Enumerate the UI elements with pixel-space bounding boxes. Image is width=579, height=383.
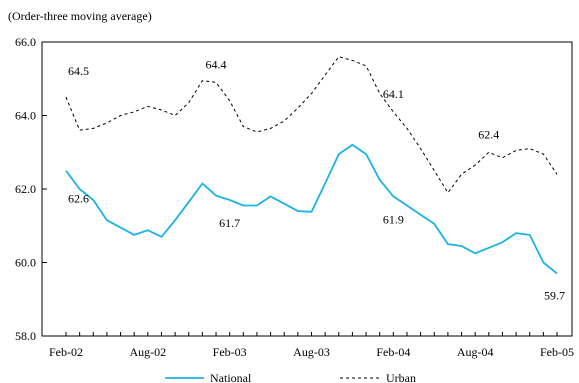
x-tick-label: Aug-03 <box>293 345 330 359</box>
y-axis: 58.0 60.0 62.0 64.0 66.0 <box>15 35 47 343</box>
annotation-layer: 64.5 64.4 64.1 62.4 62.6 61.7 61.9 59.7 <box>68 57 565 302</box>
x-tick-label: Aug-02 <box>129 345 166 359</box>
data-label: 61.7 <box>219 216 240 230</box>
plot-area-frame <box>41 41 573 337</box>
data-label: 62.6 <box>68 192 89 206</box>
legend-label-urban: Urban <box>386 371 416 383</box>
data-label: 64.5 <box>68 64 89 78</box>
data-label: 62.4 <box>478 127 499 141</box>
x-tick-label: Feb-02 <box>49 345 83 359</box>
series-line-urban <box>65 56 558 194</box>
x-tick-label: Aug-04 <box>457 345 494 359</box>
y-tick-label: 60.0 <box>15 256 36 270</box>
x-axis: Feb-02 Aug-02 Feb-03 Aug-03 Feb-04 Aug-04 Feb-… <box>49 332 574 359</box>
data-label: 61.9 <box>383 212 404 226</box>
chart-legend: National Urban <box>165 371 416 383</box>
data-label: 64.4 <box>206 57 227 71</box>
data-label: 59.7 <box>544 289 565 303</box>
data-label: 64.1 <box>383 87 404 101</box>
y-tick-label: 62.0 <box>15 182 36 196</box>
x-tick-label: Feb-05 <box>540 345 574 359</box>
y-tick-label: 66.0 <box>15 35 36 49</box>
x-tick-label: Feb-03 <box>213 345 247 359</box>
y-tick-label: 58.0 <box>15 329 36 343</box>
chart-subtitle: (Order-three moving average) <box>8 9 152 23</box>
legend-label-national: National <box>210 371 252 383</box>
y-tick-label: 64.0 <box>15 109 36 123</box>
series-line-national <box>65 143 558 275</box>
series-layer <box>65 56 558 275</box>
x-tick-label: Feb-04 <box>376 345 410 359</box>
